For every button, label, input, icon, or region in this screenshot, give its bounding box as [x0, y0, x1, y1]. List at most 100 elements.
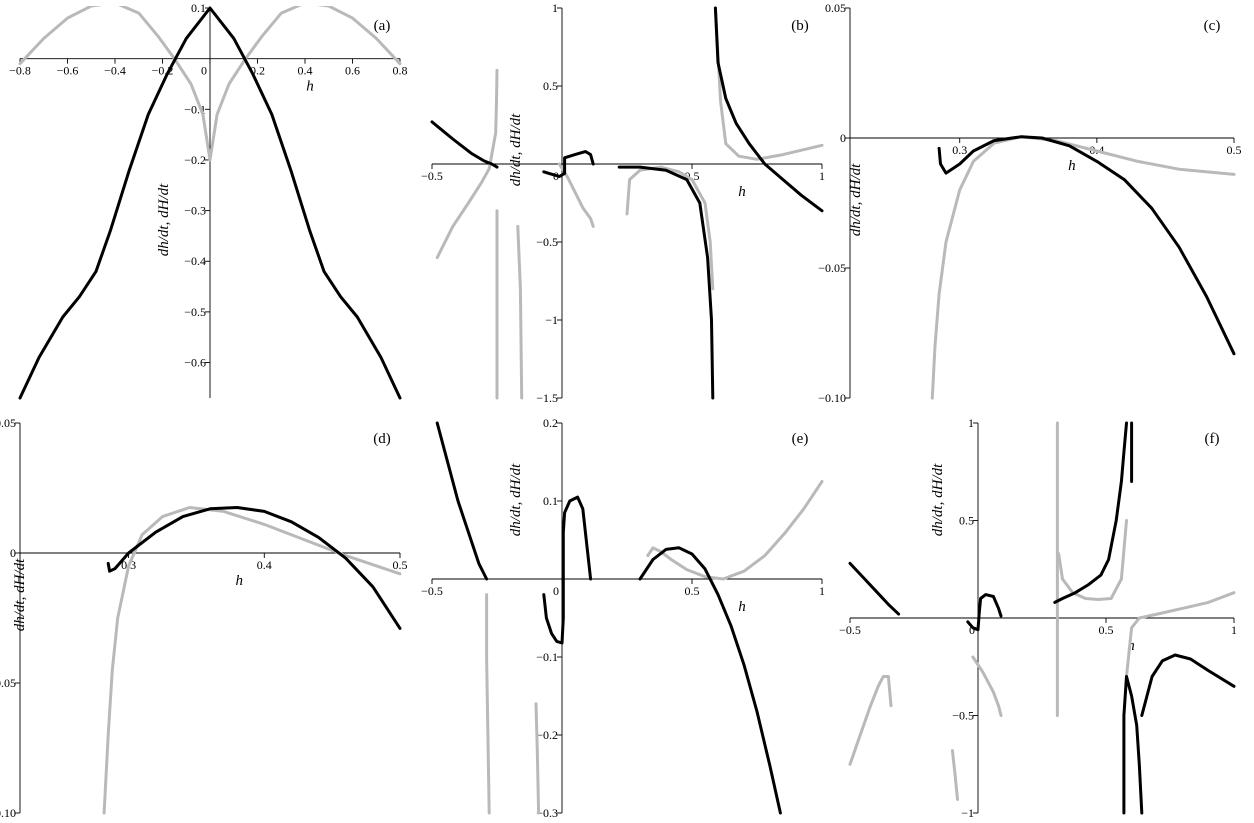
x-tick-label-b-0: −0.5 [421, 169, 443, 183]
gray-curve-b-0 [435, 68, 499, 260]
gray-curve-b-3 [557, 162, 595, 228]
x-axis-label-c: h [1068, 158, 1076, 174]
y-axis-label-f: dh/dt, dH/dt [930, 463, 946, 536]
gray-curve-d-0 [102, 506, 402, 815]
x-axis-label-d: h [236, 573, 244, 589]
black-curve-a-0 [18, 6, 402, 400]
y-tick-label-a-2: −0.2 [184, 153, 206, 167]
y-tick-label-c-3: −0.10 [818, 391, 846, 405]
gray-curve-e-0 [485, 593, 491, 815]
gray-curve-a-0 [18, 6, 402, 162]
panel-label-a: (a) [374, 18, 391, 34]
panel-label-c: (c) [1204, 18, 1221, 34]
y-tick-label-c-2: −0.05 [818, 261, 846, 275]
y-tick-label-e-2: −0.1 [536, 650, 558, 664]
x-tick-label-b-3: 1 [819, 169, 825, 183]
x-tick-label-a-6: 0.4 [298, 64, 313, 78]
gray-curve-f-0 [848, 675, 893, 766]
y-tick-label-d-3: −0.10 [0, 806, 16, 820]
black-curve-f-4 [1122, 675, 1144, 815]
x-tick-label-c-2: 0.5 [1227, 143, 1242, 157]
gray-curve-f-2 [971, 655, 1003, 717]
x-tick-label-f-1: 0 [969, 623, 975, 637]
x-tick-label-e-2: 0.5 [685, 584, 700, 598]
x-tick-label-a-4: 0 [201, 64, 207, 78]
y-tick-label-b-0: 1 [552, 1, 558, 15]
y-tick-label-a-4: −0.4 [184, 254, 206, 268]
black-curve-f-2 [1053, 421, 1128, 604]
gray-curve-c-0 [930, 135, 1236, 400]
x-tick-label-a-1: −0.6 [57, 64, 79, 78]
y-tick-label-d-1: 0 [10, 546, 16, 560]
y-tick-label-f-0: 1 [968, 416, 974, 430]
y-tick-label-f-3: −1 [961, 806, 974, 820]
x-tick-label-f-3: 1 [1231, 623, 1237, 637]
y-tick-label-a-3: −0.3 [184, 204, 206, 218]
x-tick-label-d-2: 0.5 [393, 558, 408, 572]
y-tick-label-e-0: 0.2 [543, 416, 558, 430]
gray-curve-f-1 [950, 749, 959, 801]
y-tick-label-a-5: −0.5 [184, 305, 206, 319]
y-axis-label-a: dh/dt, dH/dt [156, 183, 172, 256]
black-curve-d-0 [106, 506, 402, 630]
y-tick-label-e-1: 0.1 [543, 494, 558, 508]
panel-label-e: (e) [792, 431, 809, 447]
y-tick-label-a-0: 0.1 [191, 1, 206, 15]
panel-a: −0.8 −0.6 −0.4 −0.2 0 0.2 0.4 0.6 0.80.1−0.1−0.2… [9, 1, 408, 400]
y-tick-label-e-4: −0.3 [536, 806, 558, 820]
gray-curve-b-2 [516, 224, 524, 400]
x-tick-label-d-1: 0.4 [257, 558, 272, 572]
gray-curve-e-1 [534, 702, 541, 815]
x-axis-label-e: h [738, 599, 746, 615]
y-tick-label-c-0: 0.05 [825, 1, 846, 15]
y-tick-label-d-2: −0.05 [0, 676, 16, 690]
y-tick-label-b-1: 0.5 [543, 79, 558, 93]
y-tick-label-c-1: 0 [840, 131, 846, 145]
black-curve-f-0 [848, 561, 901, 616]
y-axis-label-c: dh/dt, dH/dt [848, 163, 864, 236]
black-curve-b-1 [542, 150, 595, 178]
y-tick-label-f-2: −0.5 [952, 709, 974, 723]
black-curve-b-2 [617, 165, 715, 400]
black-curve-f-5 [1140, 653, 1236, 717]
black-curve-e-2 [638, 546, 782, 815]
y-tick-label-b-2: −0.5 [536, 235, 558, 249]
y-axis-label-d: dh/dt, dH/dt [12, 558, 28, 631]
y-axis-label-e: dh/dt, dH/dt [508, 463, 524, 536]
y-tick-label-a-6: −0.6 [184, 356, 206, 370]
x-tick-label-a-0: −0.8 [9, 64, 31, 78]
y-tick-label-e-3: −0.2 [536, 728, 558, 742]
black-curve-c-0 [937, 135, 1236, 356]
panel-label-f: (f) [1205, 431, 1220, 447]
panel-label-b: (b) [791, 18, 809, 34]
x-axis-label-b: h [738, 184, 746, 200]
x-tick-label-a-7: 0.6 [345, 64, 360, 78]
black-curve-e-0 [435, 421, 489, 581]
panel-label-d: (d) [373, 431, 391, 447]
x-tick-label-e-1: 0 [553, 584, 559, 598]
y-tick-label-d-0: 0.05 [0, 416, 16, 430]
x-tick-label-e-0: −0.5 [421, 584, 443, 598]
x-axis-label-a: h [306, 79, 314, 95]
y-tick-label-b-3: −1 [545, 313, 558, 327]
x-tick-label-f-2: 0.5 [1099, 623, 1114, 637]
x-tick-label-a-8: 0.8 [393, 64, 408, 78]
y-axis-label-b: dh/dt, dH/dt [508, 113, 524, 186]
gray-curve-f-4 [1057, 519, 1128, 601]
black-curve-b-3 [713, 6, 824, 213]
gray-curve-e-2 [646, 480, 824, 581]
x-tick-label-c-0: 0.3 [952, 143, 967, 157]
x-tick-label-a-2: −0.4 [104, 64, 126, 78]
y-tick-label-b-4: −1.5 [536, 391, 558, 405]
black-curve-b-0 [430, 120, 499, 169]
gray-curve-f-5 [1125, 591, 1236, 678]
black-curve-e-1 [542, 495, 593, 645]
x-tick-label-e-3: 1 [819, 584, 825, 598]
x-tick-label-f-0: −0.5 [839, 623, 861, 637]
y-tick-label-f-1: 0.5 [959, 514, 974, 528]
panel-e: −0.5 0 0.5 1 0.2 0.1 −0.1 −0.2 −0.3 h dh/dt, dH/dt… [421, 416, 825, 820]
